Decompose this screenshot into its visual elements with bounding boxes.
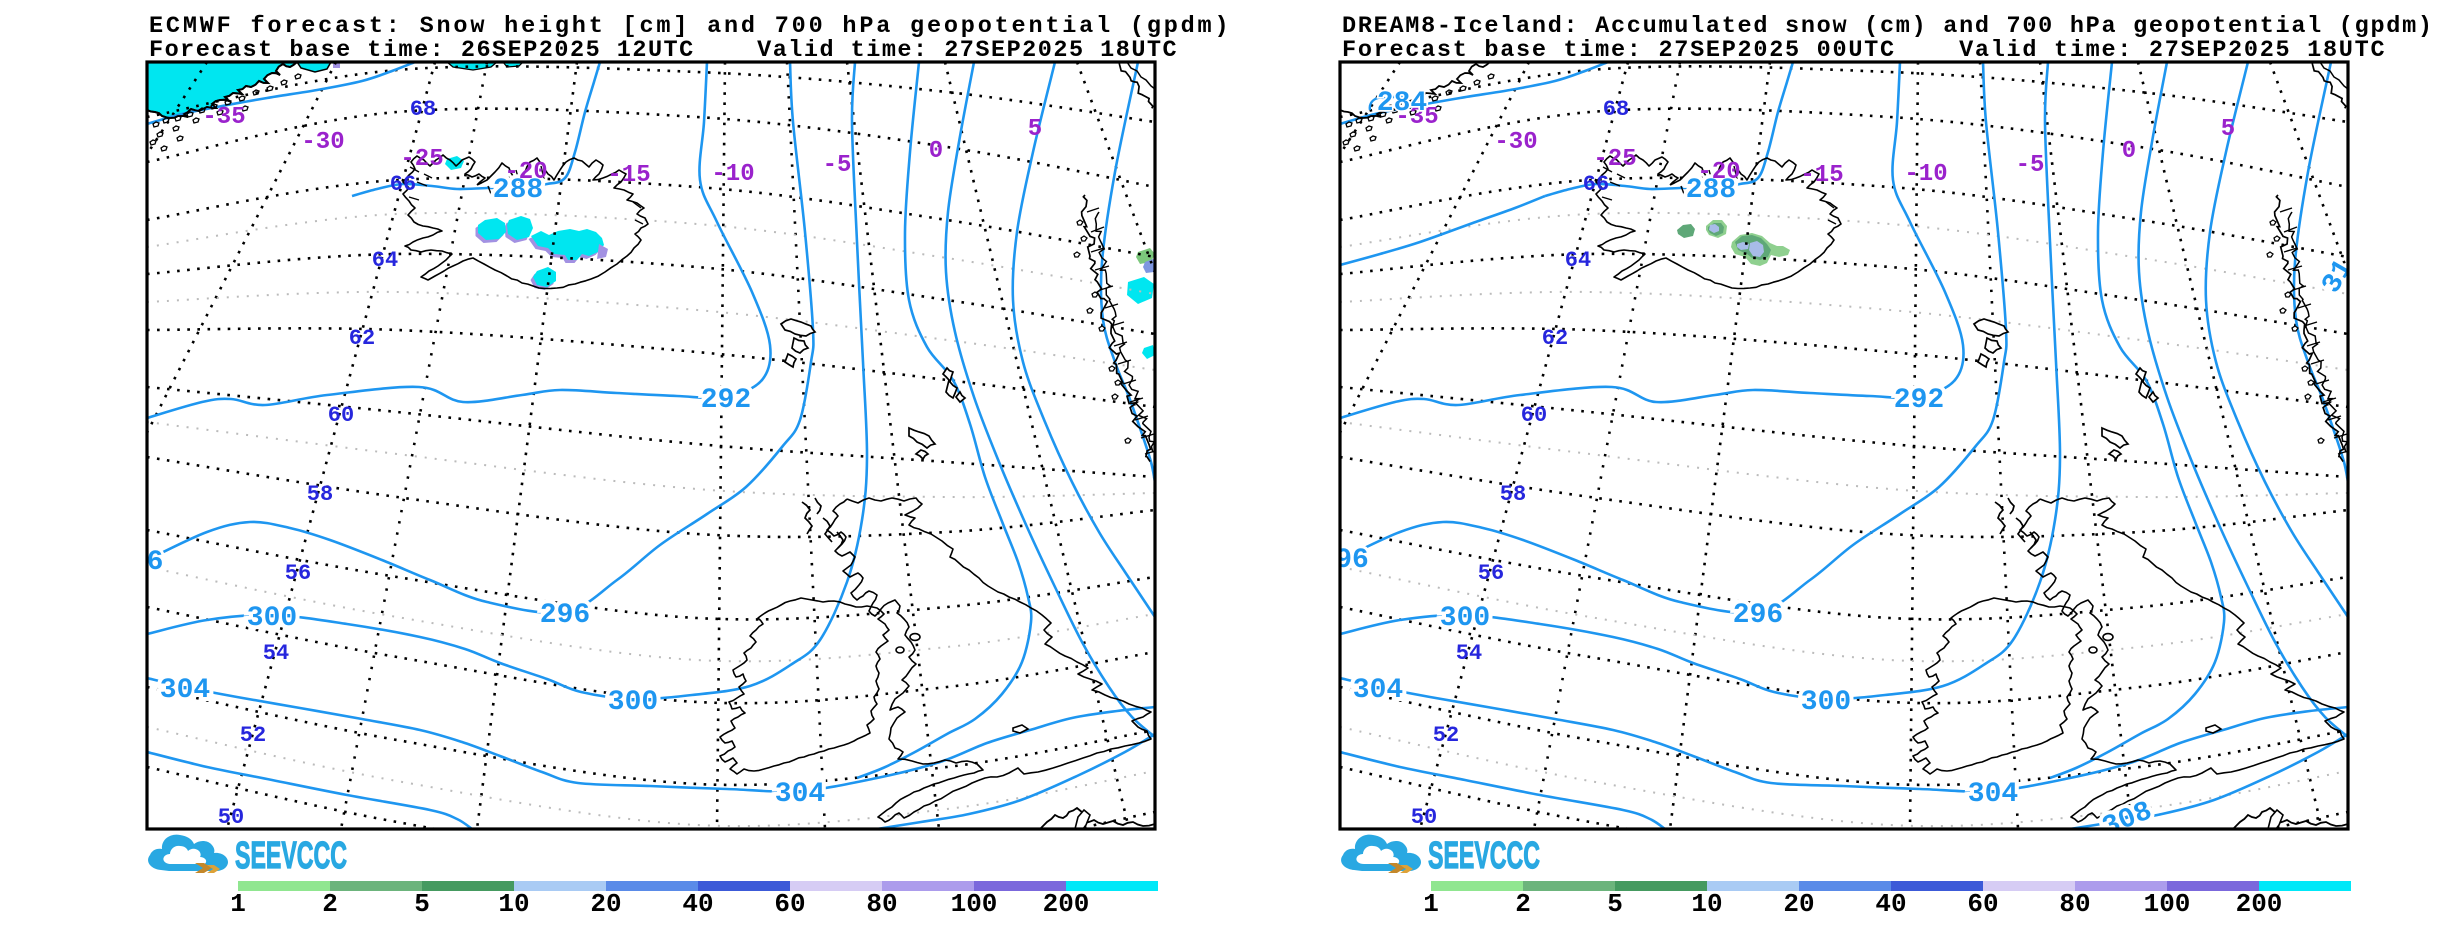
svg-text:10: 10 (498, 889, 529, 919)
svg-text:1: 1 (1423, 889, 1439, 919)
svg-text:80: 80 (866, 889, 897, 919)
svg-text:284: 284 (1377, 88, 1427, 119)
svg-text:10: 10 (1691, 889, 1722, 919)
svg-text:5: 5 (1607, 889, 1623, 919)
svg-text:60: 60 (774, 889, 805, 919)
svg-text:SEEVCCC: SEEVCCC (235, 835, 347, 877)
svg-text:96: 96 (1335, 545, 1369, 576)
svg-text:1: 1 (230, 889, 246, 919)
svg-text:100: 100 (2144, 889, 2191, 919)
svg-text:6: 6 (147, 547, 164, 578)
svg-text:200: 200 (1043, 889, 1090, 919)
svg-text:100: 100 (951, 889, 998, 919)
svg-text:80: 80 (2059, 889, 2090, 919)
svg-text:308: 308 (2098, 796, 2156, 844)
svg-text:31: 31 (2317, 254, 2361, 299)
svg-text:20: 20 (590, 889, 621, 919)
svg-text:200: 200 (2236, 889, 2283, 919)
svg-text:60: 60 (1967, 889, 1998, 919)
svg-text:SEEVCCC: SEEVCCC (1428, 835, 1540, 877)
svg-text:2: 2 (322, 889, 338, 919)
svg-text:20: 20 (1783, 889, 1814, 919)
svg-text:40: 40 (1875, 889, 1906, 919)
svg-text:40: 40 (682, 889, 713, 919)
svg-text:2: 2 (1515, 889, 1531, 919)
svg-text:5: 5 (414, 889, 430, 919)
